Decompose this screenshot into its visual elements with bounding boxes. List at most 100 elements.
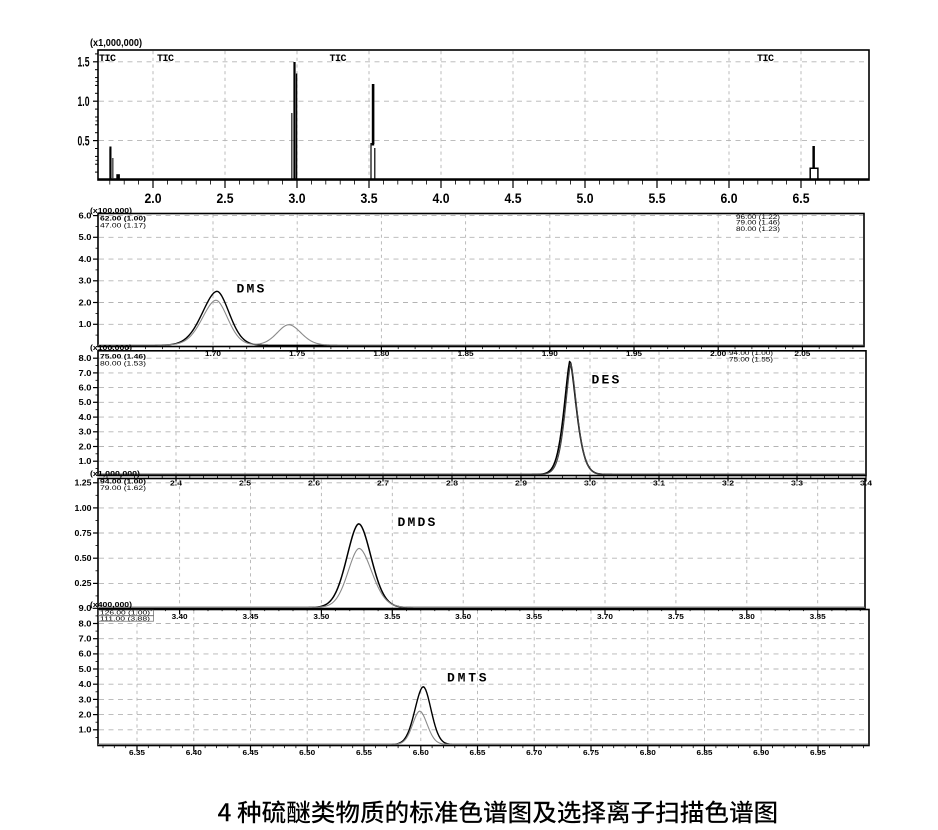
svg-text:1.80: 1.80 xyxy=(373,349,389,358)
svg-text:1.95: 1.95 xyxy=(626,349,642,358)
svg-text:4.0: 4.0 xyxy=(433,190,450,206)
svg-text:1.5: 1.5 xyxy=(78,55,90,70)
svg-text:3.0: 3.0 xyxy=(79,428,93,437)
svg-text:6.95: 6.95 xyxy=(810,748,826,757)
svg-text:3.80: 3.80 xyxy=(739,612,755,621)
svg-text:(x400,000): (x400,000) xyxy=(90,600,133,609)
svg-text:1.75: 1.75 xyxy=(289,349,305,358)
svg-text:3.85: 3.85 xyxy=(810,612,826,621)
svg-text:7.0: 7.0 xyxy=(79,369,93,378)
svg-text:5.0: 5.0 xyxy=(79,233,93,242)
svg-text:(x100,000): (x100,000) xyxy=(90,206,133,215)
svg-text:5.0: 5.0 xyxy=(577,190,594,206)
svg-text:6.35: 6.35 xyxy=(129,748,145,757)
svg-text:6.60: 6.60 xyxy=(413,748,429,757)
svg-text:3.0: 3.0 xyxy=(79,695,93,704)
svg-text:TIC: TIC xyxy=(757,54,774,65)
svg-text:2.0: 2.0 xyxy=(79,298,93,307)
svg-text:2.7: 2.7 xyxy=(377,479,389,488)
svg-text:DMTS: DMTS xyxy=(447,671,489,686)
svg-text:6.0: 6.0 xyxy=(79,212,93,221)
svg-text:1.00: 1.00 xyxy=(75,504,93,513)
svg-text:4.0: 4.0 xyxy=(79,255,93,264)
svg-text:3.0: 3.0 xyxy=(584,479,596,488)
svg-text:79.00 (1.46): 79.00 (1.46) xyxy=(736,221,780,227)
svg-text:6.45: 6.45 xyxy=(243,748,259,757)
svg-text:126.00 (1.00): 126.00 (1.00) xyxy=(100,611,150,617)
svg-text:62.00 (1.00): 62.00 (1.00) xyxy=(100,216,146,223)
svg-text:1.90: 1.90 xyxy=(542,349,558,358)
svg-text:75.00 (1.55): 75.00 (1.55) xyxy=(729,357,773,363)
svg-text:2.00: 2.00 xyxy=(710,349,726,358)
svg-text:3.70: 3.70 xyxy=(597,612,613,621)
svg-text:3.50: 3.50 xyxy=(313,612,329,621)
svg-text:3.5: 3.5 xyxy=(361,190,378,206)
svg-text:6.85: 6.85 xyxy=(697,748,713,757)
svg-text:75.00 (1.46): 75.00 (1.46) xyxy=(100,353,146,360)
svg-text:1.70: 1.70 xyxy=(205,349,221,358)
svg-text:3.60: 3.60 xyxy=(455,612,471,621)
svg-text:2.0: 2.0 xyxy=(79,442,93,451)
svg-text:80.00 (1.23): 80.00 (1.23) xyxy=(736,227,780,233)
svg-text:96.00 (1.22): 96.00 (1.22) xyxy=(736,215,780,221)
svg-text:1.0: 1.0 xyxy=(79,726,93,735)
svg-text:6.5: 6.5 xyxy=(793,190,810,206)
svg-text:(x100,000): (x100,000) xyxy=(90,343,133,352)
svg-text:47.00 (1.17): 47.00 (1.17) xyxy=(100,222,146,229)
svg-text:6.80: 6.80 xyxy=(640,748,656,757)
svg-text:3.0: 3.0 xyxy=(289,190,306,206)
svg-text:3.55: 3.55 xyxy=(384,612,400,621)
svg-text:6.70: 6.70 xyxy=(526,748,542,757)
svg-text:3.65: 3.65 xyxy=(526,612,542,621)
svg-text:4.5: 4.5 xyxy=(505,190,522,206)
svg-text:DMS: DMS xyxy=(237,282,267,297)
svg-text:3.4: 3.4 xyxy=(860,479,872,488)
svg-text:6.0: 6.0 xyxy=(79,384,93,393)
svg-text:1.25: 1.25 xyxy=(75,479,93,488)
svg-text:5.0: 5.0 xyxy=(79,665,93,674)
svg-text:0.75: 0.75 xyxy=(75,529,93,538)
svg-text:6.75: 6.75 xyxy=(583,748,599,757)
svg-text:5.5: 5.5 xyxy=(649,190,666,206)
svg-text:(x1,000,000): (x1,000,000) xyxy=(90,37,142,49)
svg-text:2.6: 2.6 xyxy=(308,479,320,488)
svg-text:1.85: 1.85 xyxy=(458,349,474,358)
svg-text:79.00 (1.62): 79.00 (1.62) xyxy=(100,485,146,492)
svg-text:94.00 (1.00): 94.00 (1.00) xyxy=(729,351,773,357)
svg-text:94.00 (1.00): 94.00 (1.00) xyxy=(100,479,146,486)
svg-text:3.40: 3.40 xyxy=(172,612,188,621)
svg-text:4.0: 4.0 xyxy=(79,680,93,689)
svg-text:TIC: TIC xyxy=(157,54,174,65)
svg-text:4.0: 4.0 xyxy=(79,413,93,422)
svg-text:DMDS: DMDS xyxy=(398,515,438,530)
svg-text:TIC: TIC xyxy=(330,54,347,65)
svg-text:111.00 (3.88): 111.00 (3.88) xyxy=(100,616,150,622)
svg-text:6.40: 6.40 xyxy=(186,748,202,757)
svg-text:6.90: 6.90 xyxy=(753,748,769,757)
svg-text:8.0: 8.0 xyxy=(79,354,93,363)
svg-text:3.0: 3.0 xyxy=(79,277,93,286)
svg-text:TIC: TIC xyxy=(99,54,116,65)
svg-text:6.0: 6.0 xyxy=(721,190,738,206)
svg-text:(x1,000,000): (x1,000,000) xyxy=(90,469,141,478)
svg-text:2.0: 2.0 xyxy=(145,190,162,206)
svg-text:5.0: 5.0 xyxy=(79,398,93,407)
svg-text:6.0: 6.0 xyxy=(79,650,93,659)
svg-text:6.55: 6.55 xyxy=(356,748,372,757)
svg-text:6.50: 6.50 xyxy=(299,748,315,757)
svg-text:0.25: 0.25 xyxy=(75,579,93,588)
svg-text:2.5: 2.5 xyxy=(217,190,234,206)
svg-text:6.65: 6.65 xyxy=(470,748,486,757)
svg-text:9.0: 9.0 xyxy=(79,604,93,613)
svg-text:1.0: 1.0 xyxy=(78,94,90,109)
svg-text:DES: DES xyxy=(592,373,622,388)
svg-text:3.1: 3.1 xyxy=(653,479,665,488)
svg-text:3.45: 3.45 xyxy=(243,612,259,621)
svg-text:3.75: 3.75 xyxy=(668,612,684,621)
svg-text:2.0: 2.0 xyxy=(79,711,93,720)
svg-text:2.05: 2.05 xyxy=(794,349,810,358)
svg-text:7.0: 7.0 xyxy=(79,635,93,644)
svg-text:0.5: 0.5 xyxy=(78,134,90,149)
svg-text:1.0: 1.0 xyxy=(79,320,93,329)
svg-text:80.00 (1.53): 80.00 (1.53) xyxy=(100,361,146,368)
